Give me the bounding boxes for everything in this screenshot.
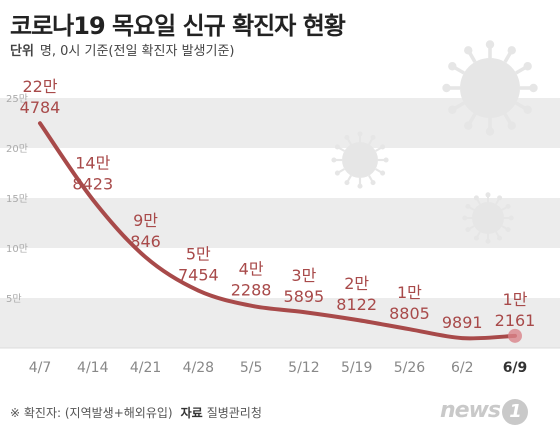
source-label: 자료 — [180, 406, 203, 420]
data-point — [302, 310, 306, 314]
virus-decoration — [331, 40, 538, 244]
data-label: 8423 — [72, 175, 113, 194]
data-point — [355, 318, 359, 322]
x-tick-label: 4/7 — [29, 360, 52, 376]
news1-logo: news 1 — [440, 398, 529, 425]
data-point — [196, 289, 200, 293]
source-text: 질병관리청 — [206, 406, 262, 420]
data-label: 4만 — [239, 260, 264, 279]
data-label: 5만 — [186, 245, 211, 264]
y-tick-label: 25만 — [6, 93, 28, 105]
y-tick-label: 15만 — [6, 193, 28, 205]
data-label: 22만 — [22, 77, 57, 96]
data-labels: 22만 4784 14만 8423 9만 846 5만 7454 4만 2288 3만 5895 2만 8… — [20, 77, 536, 332]
grid-bands — [0, 98, 560, 349]
footer-note: ※ 확진자: (지역발생+해외유입) — [10, 406, 173, 420]
data-label: 2288 — [231, 281, 272, 300]
unit-note: 단위 명, 0시 기준(전일 확진자 발생기준) — [10, 40, 234, 59]
x-tick-label: 4/14 — [77, 360, 109, 376]
data-label: 4784 — [20, 98, 61, 117]
data-point — [508, 328, 522, 343]
series-line — [38, 121, 517, 341]
x-tick-label: 5/12 — [288, 360, 319, 376]
data-label: 14만 — [75, 154, 110, 173]
data-label: 9891 — [442, 313, 483, 332]
y-axis-ticks: 5만 10만 15만 20만 25만 — [6, 93, 28, 305]
data-point — [38, 121, 42, 125]
unit-text: 명, 0시 기준(전일 확진자 발생기준) — [39, 44, 235, 59]
y-tick-label: 10만 — [6, 243, 28, 255]
data-label: 2161 — [495, 311, 536, 330]
data-label: 2만 — [344, 274, 369, 293]
x-tick-label: 6/2 — [451, 360, 474, 376]
x-axis-ticks: 4/7 4/14 4/21 4/28 5/5 5/12 5/19 5/26 6/2 6/9 — [29, 360, 528, 376]
data-point — [91, 198, 95, 202]
logo-badge: 1 — [502, 399, 529, 425]
data-point — [144, 255, 148, 259]
data-label: 5895 — [284, 287, 325, 306]
page-title: 코로나19 목요일 신규 확진자 현황 — [10, 12, 346, 40]
data-label: 8122 — [336, 295, 377, 314]
data-label: 1만 — [503, 290, 528, 309]
data-label: 8805 — [389, 304, 430, 323]
data-label: 1만 — [397, 283, 422, 302]
data-point — [407, 327, 411, 331]
data-label: 3만 — [291, 266, 316, 285]
data-label: 846 — [130, 232, 161, 251]
x-tick-label: 5/26 — [394, 360, 426, 376]
unit-label: 단위 — [10, 44, 34, 59]
virus-icon — [442, 40, 538, 136]
x-tick-label: 4/21 — [130, 360, 161, 376]
data-points — [38, 121, 522, 343]
virus-icon — [462, 192, 514, 244]
y-tick-label: 5만 — [6, 293, 22, 305]
x-tick-label: 4/28 — [183, 360, 214, 376]
y-tick-label: 20만 — [6, 143, 28, 155]
virus-icon — [331, 131, 389, 189]
x-tick-label: 5/19 — [341, 360, 372, 376]
data-point — [460, 336, 464, 340]
logo-text: news — [440, 398, 501, 423]
data-label: 9만 — [133, 211, 158, 230]
data-point — [249, 304, 253, 308]
x-tick-label: 5/5 — [240, 360, 263, 376]
data-label: 7454 — [178, 266, 219, 285]
footer: ※ 확진자: (지역발생+해외유입) 자료 질병관리청 — [10, 404, 262, 421]
x-tick-label: 6/9 — [503, 360, 528, 376]
